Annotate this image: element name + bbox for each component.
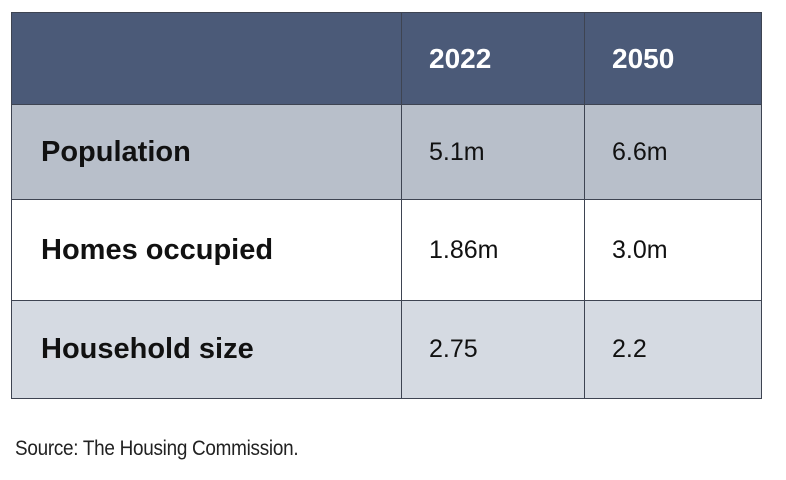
cell-homes-occupied-2022: 1.86m	[401, 199, 585, 301]
table-header-row: 2022 2050	[11, 12, 762, 105]
row-label-population: Population	[11, 104, 402, 200]
header-cell-year-2022: 2022	[401, 12, 585, 105]
table-row-homes-occupied: Homes occupied 1.86m 3.0m	[11, 199, 762, 301]
table-row-population: Population 5.1m 6.6m	[11, 104, 762, 200]
cell-homes-occupied-2050: 3.0m	[584, 199, 762, 301]
source-note: Source: The Housing Commission.	[15, 437, 299, 460]
cell-population-2050: 6.6m	[584, 104, 762, 200]
table-row-household-size: Household size 2.75 2.2	[11, 300, 762, 399]
row-label-homes-occupied: Homes occupied	[11, 199, 402, 301]
housing-data-table: 2022 2050 Population 5.1m 6.6m Homes occ…	[11, 12, 762, 399]
cell-household-size-2050: 2.2	[584, 300, 762, 399]
row-label-household-size: Household size	[11, 300, 402, 399]
cell-household-size-2022: 2.75	[401, 300, 585, 399]
header-cell-empty	[11, 12, 402, 105]
cell-population-2022: 5.1m	[401, 104, 585, 200]
header-cell-year-2050: 2050	[584, 12, 762, 105]
